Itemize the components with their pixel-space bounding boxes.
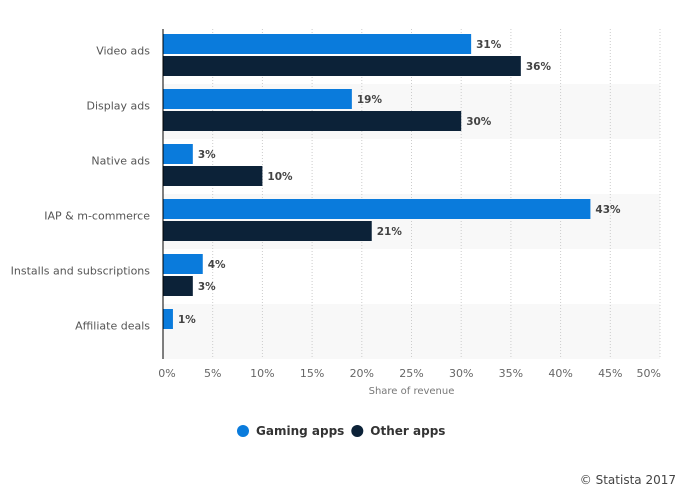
legend-marker xyxy=(351,425,364,437)
x-tick-label: 35% xyxy=(499,367,523,380)
x-tick-label: 15% xyxy=(300,367,324,380)
data-label: 30% xyxy=(466,116,492,128)
category-label: Installs and subscriptions xyxy=(11,265,151,278)
data-label: 10% xyxy=(267,171,293,183)
category-label: Display ads xyxy=(87,100,151,113)
bar-other-apps xyxy=(163,166,263,186)
bar-other-apps xyxy=(163,276,193,296)
bar-other-apps xyxy=(163,221,372,241)
bar-gaming-apps xyxy=(163,199,591,219)
bar-gaming-apps xyxy=(163,89,352,109)
data-label: 21% xyxy=(377,226,403,238)
category-label: Affiliate deals xyxy=(75,320,150,333)
data-label: 19% xyxy=(357,94,383,106)
x-tick-label: 5% xyxy=(204,367,221,380)
data-label: 3% xyxy=(198,281,216,293)
band-background xyxy=(163,304,660,359)
x-tick-label: 25% xyxy=(399,367,423,380)
legend-label: Other apps xyxy=(370,424,445,438)
x-tick-label: 45% xyxy=(598,367,622,380)
x-tick-label: 10% xyxy=(250,367,274,380)
x-tick-label: 40% xyxy=(548,367,572,380)
data-label: 36% xyxy=(526,61,552,73)
x-axis-title: Share of revenue xyxy=(369,386,455,397)
bar-other-apps xyxy=(163,56,521,76)
category-label: Video ads xyxy=(96,45,150,58)
copyright: © Statista 2017 xyxy=(579,473,676,487)
bar-gaming-apps xyxy=(163,254,203,274)
x-tick-label: 30% xyxy=(449,367,473,380)
category-label: Native ads xyxy=(91,155,150,168)
bar-other-apps xyxy=(163,111,462,131)
data-label: 1% xyxy=(178,314,196,326)
data-label: 4% xyxy=(208,259,226,271)
data-label: 31% xyxy=(476,39,502,51)
bar-gaming-apps xyxy=(163,144,193,164)
data-label: 43% xyxy=(595,204,621,216)
data-label: 3% xyxy=(198,149,216,161)
x-tick-label: 0% xyxy=(158,367,175,380)
bar-gaming-apps xyxy=(163,309,173,329)
bar-gaming-apps xyxy=(163,34,472,54)
legend-marker xyxy=(237,425,249,437)
legend-label: Gaming apps xyxy=(256,424,344,438)
x-tick-label: 20% xyxy=(350,367,374,380)
x-tick-label: 50% xyxy=(637,367,661,380)
category-label: IAP & m-commerce xyxy=(44,210,150,223)
